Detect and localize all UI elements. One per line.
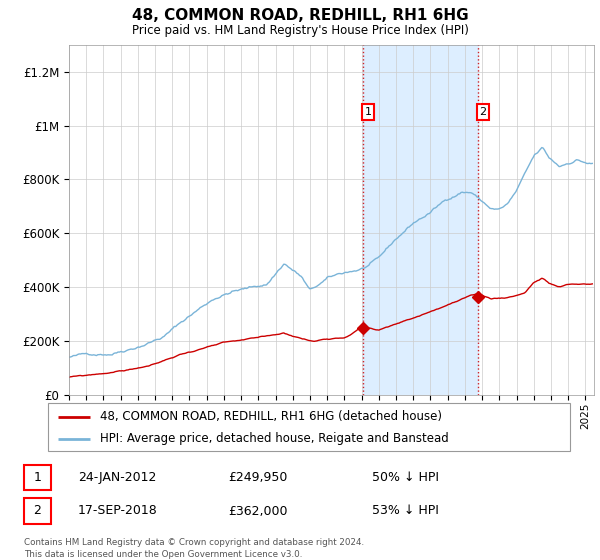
Bar: [363, 45, 478, 395]
FancyBboxPatch shape: [24, 498, 51, 524]
FancyBboxPatch shape: [24, 465, 51, 490]
Text: 2: 2: [479, 107, 487, 117]
FancyBboxPatch shape: [48, 403, 570, 451]
Text: £362,000: £362,000: [228, 505, 287, 517]
Text: 50% ↓ HPI: 50% ↓ HPI: [372, 471, 439, 484]
Text: 48, COMMON ROAD, REDHILL, RH1 6HG (detached house): 48, COMMON ROAD, REDHILL, RH1 6HG (detac…: [100, 410, 442, 423]
Text: Contains HM Land Registry data © Crown copyright and database right 2024.: Contains HM Land Registry data © Crown c…: [24, 538, 364, 547]
Text: 48, COMMON ROAD, REDHILL, RH1 6HG: 48, COMMON ROAD, REDHILL, RH1 6HG: [131, 8, 469, 24]
Text: HPI: Average price, detached house, Reigate and Banstead: HPI: Average price, detached house, Reig…: [100, 432, 449, 445]
Text: 2: 2: [34, 505, 41, 517]
Text: 1: 1: [34, 471, 41, 484]
Text: 1: 1: [365, 107, 371, 117]
Text: This data is licensed under the Open Government Licence v3.0.: This data is licensed under the Open Gov…: [24, 550, 302, 559]
Text: 17-SEP-2018: 17-SEP-2018: [78, 505, 158, 517]
Text: 24-JAN-2012: 24-JAN-2012: [78, 471, 157, 484]
Text: 53% ↓ HPI: 53% ↓ HPI: [372, 505, 439, 517]
Text: £249,950: £249,950: [228, 471, 287, 484]
Text: Price paid vs. HM Land Registry's House Price Index (HPI): Price paid vs. HM Land Registry's House …: [131, 24, 469, 36]
